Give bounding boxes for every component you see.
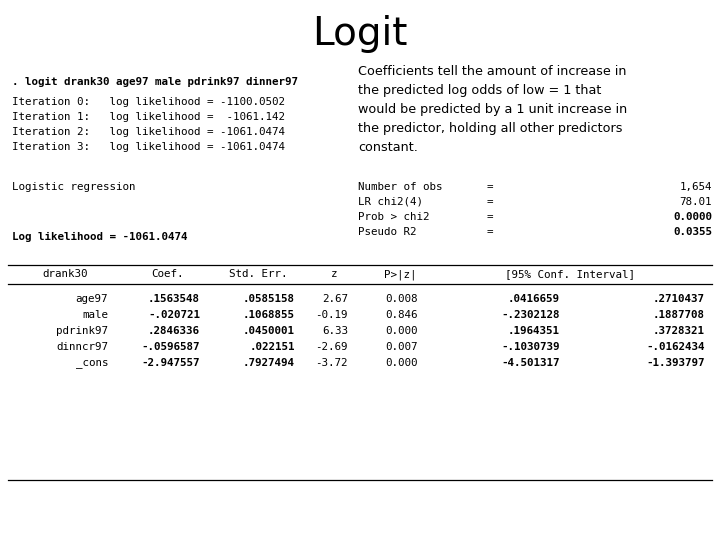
- Text: -.0596587: -.0596587: [142, 342, 200, 352]
- Text: Logistic regression: Logistic regression: [12, 182, 135, 192]
- Text: _cons: _cons: [76, 358, 108, 368]
- Text: -.0162434: -.0162434: [647, 342, 705, 352]
- Text: 0.846: 0.846: [385, 310, 418, 320]
- Text: .7927494: .7927494: [243, 358, 295, 368]
- Text: [95% Conf. Interval]: [95% Conf. Interval]: [505, 269, 635, 279]
- Text: Pseudo R2: Pseudo R2: [358, 227, 416, 237]
- Text: .1887708: .1887708: [653, 310, 705, 320]
- Text: -1.393797: -1.393797: [647, 358, 705, 368]
- Text: Prob > chi2: Prob > chi2: [358, 212, 430, 222]
- Text: .0585158: .0585158: [243, 294, 295, 304]
- Text: LR chi2(4): LR chi2(4): [358, 197, 423, 207]
- Text: 0.007: 0.007: [385, 342, 418, 352]
- Text: 6.33: 6.33: [322, 326, 348, 336]
- Text: -4.501317: -4.501317: [502, 358, 560, 368]
- Text: .1068855: .1068855: [243, 310, 295, 320]
- Text: Iteration 3:   log likelihood = -1061.0474: Iteration 3: log likelihood = -1061.0474: [12, 142, 285, 152]
- Text: -.2302128: -.2302128: [502, 310, 560, 320]
- Text: pdrink97: pdrink97: [56, 326, 108, 336]
- Text: -3.72: -3.72: [315, 358, 348, 368]
- Text: Iteration 2:   log likelihood = -1061.0474: Iteration 2: log likelihood = -1061.0474: [12, 127, 285, 137]
- Text: -0.19: -0.19: [315, 310, 348, 320]
- Text: 0.008: 0.008: [385, 294, 418, 304]
- Text: 0.000: 0.000: [385, 326, 418, 336]
- Text: .1563548: .1563548: [148, 294, 200, 304]
- Text: .0450001: .0450001: [243, 326, 295, 336]
- Text: =: =: [487, 212, 493, 222]
- Text: =: =: [487, 227, 493, 237]
- Text: 0.000: 0.000: [385, 358, 418, 368]
- Text: .022151: .022151: [250, 342, 295, 352]
- Text: dinncr97: dinncr97: [56, 342, 108, 352]
- Text: .2710437: .2710437: [653, 294, 705, 304]
- Text: 1,654: 1,654: [680, 182, 712, 192]
- Text: age97: age97: [76, 294, 108, 304]
- Text: . logit drank30 age97 male pdrink97 dinner97: . logit drank30 age97 male pdrink97 dinn…: [12, 77, 298, 87]
- Text: =: =: [487, 197, 493, 207]
- Text: .0416659: .0416659: [508, 294, 560, 304]
- Text: Std. Err.: Std. Err.: [229, 269, 287, 279]
- Text: Coef.: Coef.: [150, 269, 184, 279]
- Text: .1964351: .1964351: [508, 326, 560, 336]
- Text: -2.947557: -2.947557: [142, 358, 200, 368]
- Text: Iteration 1:   log likelihood =  -1061.142: Iteration 1: log likelihood = -1061.142: [12, 112, 285, 122]
- Text: drank30: drank30: [42, 269, 88, 279]
- Text: Logit: Logit: [312, 15, 408, 53]
- Text: male: male: [82, 310, 108, 320]
- Text: -.1030739: -.1030739: [502, 342, 560, 352]
- Text: .3728321: .3728321: [653, 326, 705, 336]
- Text: 78.01: 78.01: [680, 197, 712, 207]
- Text: =: =: [487, 182, 493, 192]
- Text: .2846336: .2846336: [148, 326, 200, 336]
- Text: -.020721: -.020721: [148, 310, 200, 320]
- Text: Log likelihood = -1061.0474: Log likelihood = -1061.0474: [12, 232, 187, 242]
- Text: 2.67: 2.67: [322, 294, 348, 304]
- Text: Number of obs: Number of obs: [358, 182, 443, 192]
- Text: Coefficients tell the amount of increase in
the predicted log odds of low = 1 th: Coefficients tell the amount of increase…: [358, 65, 627, 154]
- Text: Iteration 0:   log likelihood = -1100.0502: Iteration 0: log likelihood = -1100.0502: [12, 97, 285, 107]
- Text: 0.0355: 0.0355: [673, 227, 712, 237]
- Text: 0.0000: 0.0000: [673, 212, 712, 222]
- Text: z: z: [330, 269, 337, 279]
- Text: -2.69: -2.69: [315, 342, 348, 352]
- Text: P>|z|: P>|z|: [384, 269, 416, 280]
